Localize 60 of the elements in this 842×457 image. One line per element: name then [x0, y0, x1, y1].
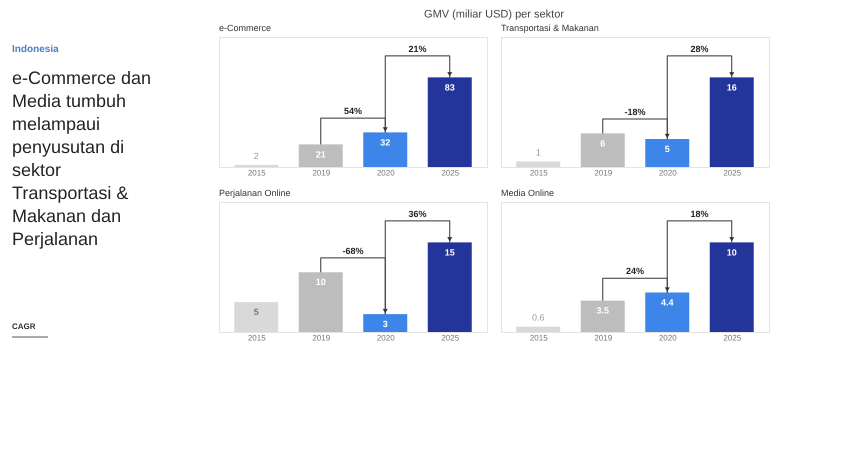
bar	[428, 242, 472, 332]
x-tick-label: 2025	[441, 168, 460, 178]
data-label: 6	[600, 138, 606, 148]
data-label: 15	[444, 247, 455, 258]
text: Indonesia	[12, 44, 60, 55]
data-label: 3.5	[596, 306, 610, 316]
x-tick-label: 2025	[441, 334, 460, 342]
chart-title: Perjalanan Online	[219, 188, 291, 198]
bar	[363, 314, 408, 332]
data-label: 1	[536, 147, 541, 158]
data-label: 0.6	[532, 312, 545, 323]
data-label: 32	[380, 137, 390, 148]
data-label: 5	[664, 144, 670, 154]
x-tick-label: 2015	[530, 334, 548, 342]
data-label: 83	[444, 82, 455, 92]
data-label: 5	[254, 307, 259, 318]
annotation: 54%	[344, 106, 362, 116]
bar	[580, 133, 625, 167]
chart-title: Transportasi & Makanan	[501, 23, 599, 33]
data-label: 2	[254, 150, 259, 161]
text: 21%	[408, 44, 427, 54]
chart-title: e-Commerce	[219, 23, 272, 33]
bar	[298, 272, 343, 332]
bar	[580, 300, 625, 332]
x-tick-label: 2020	[376, 334, 396, 342]
x-tick-label: 2015	[248, 334, 266, 342]
text: CAGR	[12, 322, 36, 331]
x-tick-label: 2019	[594, 168, 613, 178]
x-tick-label: 2019	[312, 168, 331, 178]
bar	[298, 144, 343, 167]
data-label: 16	[726, 82, 737, 92]
x-tick-label: 2025	[723, 334, 742, 342]
data-label: 4.4	[660, 298, 674, 308]
bar	[710, 242, 754, 332]
bar	[710, 77, 754, 167]
bar	[428, 77, 472, 167]
data-label: 3	[382, 319, 388, 330]
text: 28%	[690, 44, 709, 54]
x-tick-label: 2020	[658, 334, 678, 342]
annotation: 24%	[626, 266, 644, 276]
text: GMV (miliar USD) per sektor	[424, 8, 564, 20]
bar	[363, 132, 408, 167]
x-tick-label: 2020	[376, 168, 396, 178]
x-tick-label: 2025	[723, 168, 742, 178]
bar	[645, 292, 690, 332]
x-tick-label: 2019	[312, 334, 331, 342]
annotation: -18%	[624, 107, 646, 118]
text: 36%	[408, 208, 427, 219]
x-tick-label: 2015	[530, 168, 548, 178]
data-label: 10	[726, 247, 737, 258]
annotation: -68%	[342, 246, 364, 256]
data-label: 21	[316, 149, 326, 160]
x-tick-label: 2019	[594, 334, 613, 342]
chart-title: Media Online	[501, 188, 554, 198]
x-tick-label: 2020	[658, 168, 678, 178]
text: 18%	[690, 208, 709, 219]
data-label: 10	[316, 277, 326, 288]
bar	[645, 138, 690, 167]
x-tick-label: 2015	[248, 168, 266, 178]
text: e-Commerce dan Media tumbuh melampaui penyusutan di sektor Transportasi & Makanan dan Perjalanan	[12, 68, 152, 249]
